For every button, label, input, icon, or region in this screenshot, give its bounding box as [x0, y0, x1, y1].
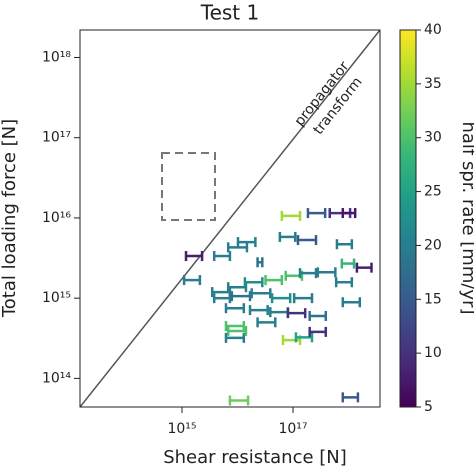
x-tick-label: 10¹⁷	[278, 421, 307, 437]
error-bar	[306, 208, 327, 219]
y-axis-label: Total loading force [N]	[0, 119, 20, 318]
x-tick-label: 10¹⁵	[167, 421, 196, 437]
error-bar	[243, 277, 264, 288]
colorbar	[399, 29, 417, 408]
error-bar	[270, 293, 292, 304]
error-bar	[335, 239, 354, 250]
error-bar	[292, 293, 314, 304]
chart-title: Test 1	[200, 1, 259, 25]
colorbar-tick-label: 20	[424, 237, 442, 253]
error-bar	[236, 237, 257, 248]
colorbar-tick-label: 10	[424, 345, 442, 361]
y-tick-label: 10¹⁸	[42, 49, 71, 65]
error-bar	[182, 275, 202, 286]
error-bar	[269, 307, 290, 318]
y-tick-label: 10¹⁵	[42, 290, 71, 306]
error-bar	[226, 325, 248, 336]
reference-line	[79, 29, 381, 408]
error-bar	[296, 235, 318, 246]
y-tick-label: 10¹⁷	[42, 130, 71, 146]
error-bar	[256, 257, 264, 268]
error-bar	[224, 303, 246, 314]
error-bar	[286, 308, 307, 319]
error-bar	[308, 310, 328, 321]
error-bar	[212, 293, 232, 304]
error-bar	[184, 251, 204, 262]
error-bar	[230, 291, 252, 302]
error-bar	[250, 288, 272, 299]
error-bar	[212, 251, 232, 262]
colorbar-tick-label: 25	[424, 184, 442, 200]
error-bar	[228, 395, 250, 406]
error-bar	[294, 332, 314, 343]
error-bar	[264, 275, 284, 286]
error-bar	[355, 262, 373, 273]
colorbar-tick-label: 35	[424, 76, 442, 92]
colorbar-tick-label: 30	[424, 130, 442, 146]
x-axis-label: Shear resistance [N]	[163, 447, 347, 468]
error-bar	[298, 268, 318, 279]
y-tick-label: 10¹⁴	[42, 370, 71, 386]
error-bar	[340, 258, 356, 269]
error-bar	[308, 326, 328, 337]
error-bar	[280, 210, 302, 221]
error-bar	[224, 332, 246, 343]
colorbar-label: half spr. rate [mm/yr]	[458, 121, 474, 314]
error-bar	[341, 392, 360, 403]
y-tick-label: 10¹⁶	[42, 210, 71, 226]
colorbar-tick-label: 40	[424, 22, 442, 38]
plot-frame	[79, 29, 381, 408]
colorbar-tick-label: 15	[424, 291, 442, 307]
error-bar	[341, 297, 362, 308]
error-bar	[256, 317, 277, 328]
error-bar	[248, 305, 269, 316]
error-bar	[316, 267, 337, 278]
error-bar	[334, 277, 354, 288]
error-bar	[226, 242, 249, 253]
highlight-box	[161, 152, 216, 221]
error-bar	[278, 231, 297, 242]
error-bar	[341, 208, 357, 219]
colorbar-tick-label: 5	[424, 399, 433, 415]
